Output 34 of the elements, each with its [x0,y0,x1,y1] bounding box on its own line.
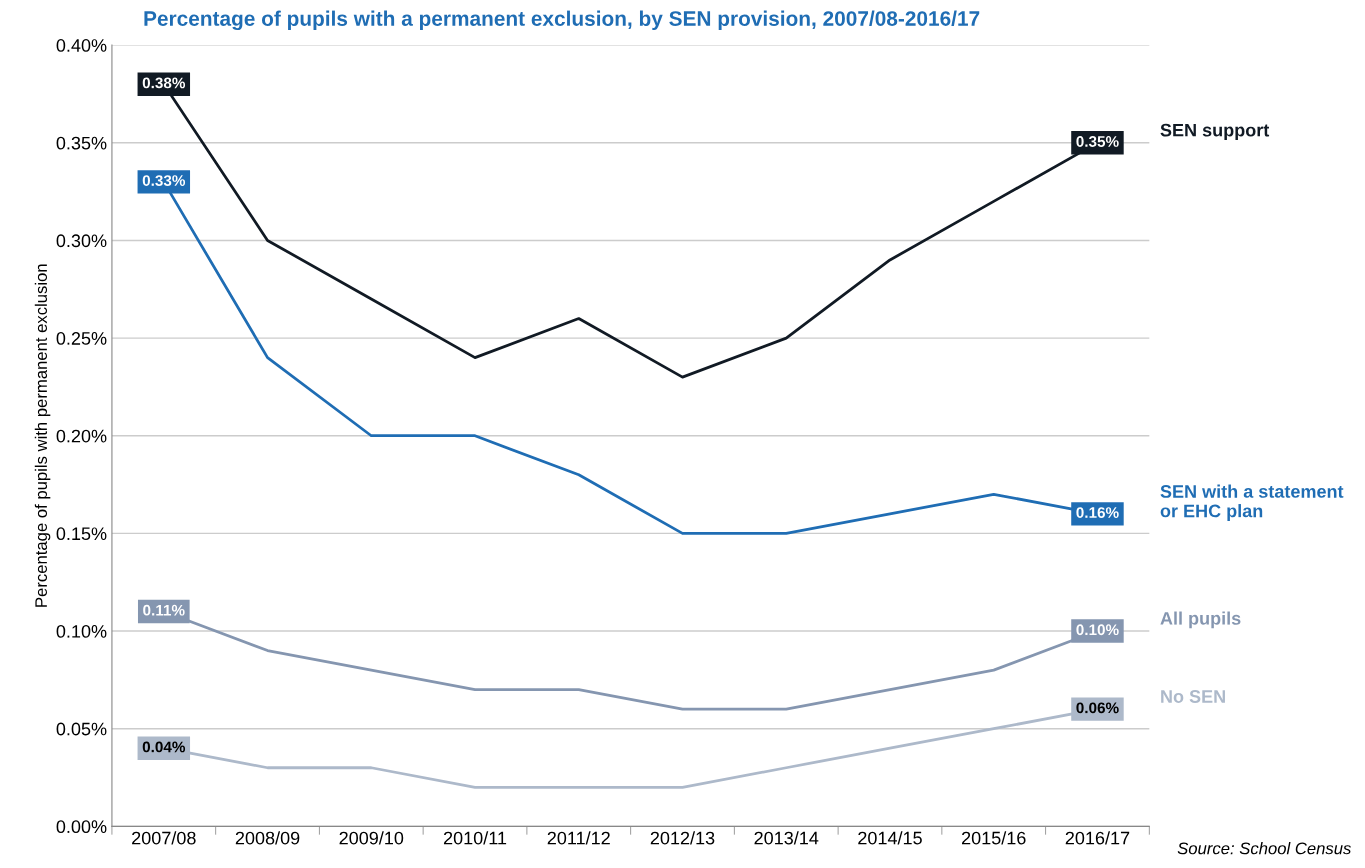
y-tick-label: 0.40% [56,39,107,52]
x-tick-label: 2007/08 [132,831,196,845]
legend-label: All pupils [1160,611,1241,629]
y-tick-label: 0.20% [56,429,107,443]
x-tick-label: 2009/10 [339,831,404,845]
data-label: 0.11% [143,604,185,616]
data-label: 0.04% [142,741,186,753]
x-tick-label: 2016/17 [1065,831,1130,845]
x-tick-label: 2010/11 [443,831,507,845]
y-tick-label: 0.35% [56,136,107,150]
data-label: 0.16% [1076,507,1119,518]
y-tick-label: 0.15% [56,527,107,541]
x-tick-label: 2012/13 [650,831,715,845]
data-label: 0.33% [142,175,186,186]
x-tick-label: 2015/16 [962,831,1026,845]
x-tick-label: 2013/14 [754,831,819,845]
y-tick-label: 0.05% [56,722,107,736]
legend-label: SEN support [1160,123,1270,141]
text: No SEN [1161,690,1225,703]
x-tick-label: 2011/12 [547,831,610,845]
data-label: 0.06% [1076,702,1119,714]
legend-label: SEN with a statement or EHC plan [1160,484,1344,521]
y-tick-label: 0.10% [56,624,107,638]
data-label: 0.38% [142,77,186,89]
chart-title: Percentage of pupils with a permanent exclusion, by SEN provision, 2007/08-2016/17 [144,10,980,31]
y-tick-label: 0.30% [56,234,107,248]
x-tick-label: 2008/09 [235,831,300,845]
y-tick-label: 0.00% [56,820,107,834]
y-tick-label: 0.25% [56,332,107,345]
data-label: 0.35% [1076,136,1119,147]
x-tick-label: 2014/15 [858,831,922,845]
source-note: Source: School Census [1177,842,1352,855]
y-axis-title: Percentage of pupils with permanent exclusion [34,264,51,607]
data-label: 0.10% [1076,624,1119,636]
